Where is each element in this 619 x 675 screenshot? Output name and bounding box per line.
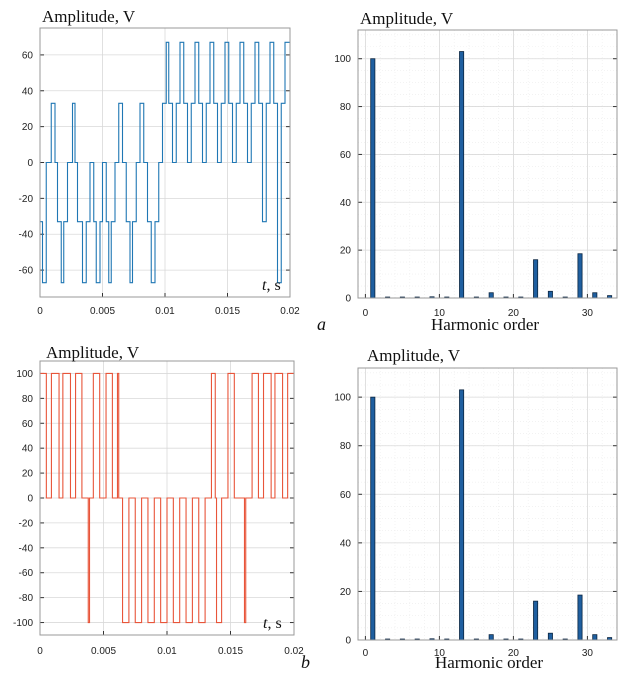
- y-tick-label: 20: [22, 122, 34, 133]
- harmonic-bar: [488, 292, 494, 299]
- x-tick-label: 30: [582, 648, 594, 659]
- harmonic-bar: [488, 634, 494, 641]
- y-tick-label: 60: [22, 50, 34, 61]
- waveform-series-line: [40, 372, 294, 624]
- x-tick-label: 0.005: [91, 646, 116, 657]
- y-tick-label: 0: [27, 494, 33, 505]
- y-tick-label: 20: [340, 587, 352, 598]
- y-tick-label: 60: [340, 490, 352, 501]
- harmonic-bar: [459, 389, 465, 641]
- y-tick-label: -40: [19, 543, 34, 554]
- x-axis-label-variable: t: [262, 277, 267, 294]
- x-axis-label-variable: t: [263, 615, 268, 632]
- panel-label-a: a: [317, 314, 326, 334]
- y-tick-label: 80: [340, 441, 352, 452]
- y-tick-label: 20: [340, 246, 352, 257]
- waveform-chart-b: -100 -80 -60 -40 -20 0 20 40 60 80 100 0 0.005 0.01 0.…: [13, 343, 304, 657]
- y-tick-label: 40: [22, 86, 34, 97]
- y-tick-label: 60: [340, 150, 352, 161]
- y-tick-label: 60: [22, 419, 34, 430]
- x-tick-label: 0.02: [284, 646, 304, 657]
- y-tick-label: -80: [19, 593, 34, 604]
- x-tick-label: 20: [508, 308, 520, 319]
- x-axis-label: Harmonic order: [431, 315, 539, 334]
- y-tick-label: 100: [16, 369, 33, 380]
- waveform-series-line: [40, 41, 290, 284]
- x-tick-label: 0: [37, 306, 43, 317]
- x-tick-label: 0: [363, 308, 369, 319]
- waveform-chart-a: -60 -40 -20 0 20 40 60 0 0.005 0.01 0.015 0.02 Ampli…: [19, 7, 301, 317]
- y-tick-label: -60: [19, 568, 34, 579]
- x-tick-label: 10: [434, 308, 446, 319]
- harmonic-bar: [370, 396, 376, 641]
- y-tick-label: -100: [13, 618, 33, 629]
- harmonic-bar: [533, 600, 539, 641]
- y-tick-label: 40: [340, 198, 352, 209]
- x-axis-label: t, s: [262, 277, 281, 294]
- y-tick-label: 20: [22, 469, 34, 480]
- harmonic-bar: [459, 51, 465, 299]
- harmonic-bar: [547, 290, 553, 299]
- y-axis-label: Amplitude, V: [367, 346, 461, 365]
- harmonic-bar: [577, 594, 583, 641]
- y-tick-label: 80: [22, 394, 34, 405]
- x-tick-label: 0.015: [218, 646, 243, 657]
- x-tick-label: 0.005: [90, 306, 115, 317]
- y-axis-label: Amplitude, V: [42, 7, 136, 26]
- x-tick-label: 0: [37, 646, 43, 657]
- plot-frame: [39, 27, 291, 298]
- y-tick-label: -20: [19, 518, 34, 529]
- y-tick-label: -60: [19, 266, 34, 277]
- harmonic-bar: [547, 632, 553, 641]
- panel-label-b: b: [301, 652, 310, 672]
- plot-frame: [357, 367, 618, 641]
- plot-frame: [39, 360, 295, 636]
- x-tick-label: 20: [508, 648, 520, 659]
- y-tick-label: 0: [345, 636, 351, 647]
- harmonic-bar: [533, 259, 539, 299]
- x-tick-label: 0.01: [157, 646, 177, 657]
- y-tick-label: 100: [334, 393, 351, 404]
- plot-frame: [357, 29, 618, 299]
- y-tick-label: 40: [22, 444, 34, 455]
- y-tick-label: -40: [19, 230, 34, 241]
- y-tick-label: 0: [345, 294, 351, 305]
- x-axis-label-unit: , s: [266, 277, 280, 294]
- x-tick-label: 0.015: [215, 306, 240, 317]
- y-tick-label: 40: [340, 538, 352, 549]
- harmonic-bar: [592, 634, 598, 641]
- x-axis-label-unit: , s: [267, 615, 281, 632]
- x-tick-label: 0: [363, 648, 369, 659]
- x-tick-label: 10: [434, 648, 446, 659]
- y-tick-label: -20: [19, 194, 34, 205]
- harmonic-bar: [370, 58, 376, 299]
- x-axis-label: Harmonic order: [435, 653, 543, 672]
- x-tick-label: 0.01: [155, 306, 175, 317]
- y-axis-label: Amplitude, V: [360, 9, 454, 28]
- y-tick-label: 0: [27, 158, 33, 169]
- harmonic-bar: [592, 292, 598, 299]
- harmonic-bar: [577, 253, 583, 299]
- x-tick-label: 30: [582, 308, 594, 319]
- spectrum-chart-b: 0 20 40 60 80 100 0 10 20 30 Amplitude, V Harmonic …: [334, 346, 618, 672]
- y-tick-label: 100: [334, 54, 351, 65]
- spectrum-chart-a: 0 20 40 60 80 100 0 10 20 30 Amplitude, V Harmonic …: [334, 9, 618, 334]
- y-tick-label: 80: [340, 102, 352, 113]
- x-tick-label: 0.02: [280, 306, 300, 317]
- x-axis-label: t, s: [263, 615, 282, 632]
- y-axis-label: Amplitude, V: [46, 343, 140, 362]
